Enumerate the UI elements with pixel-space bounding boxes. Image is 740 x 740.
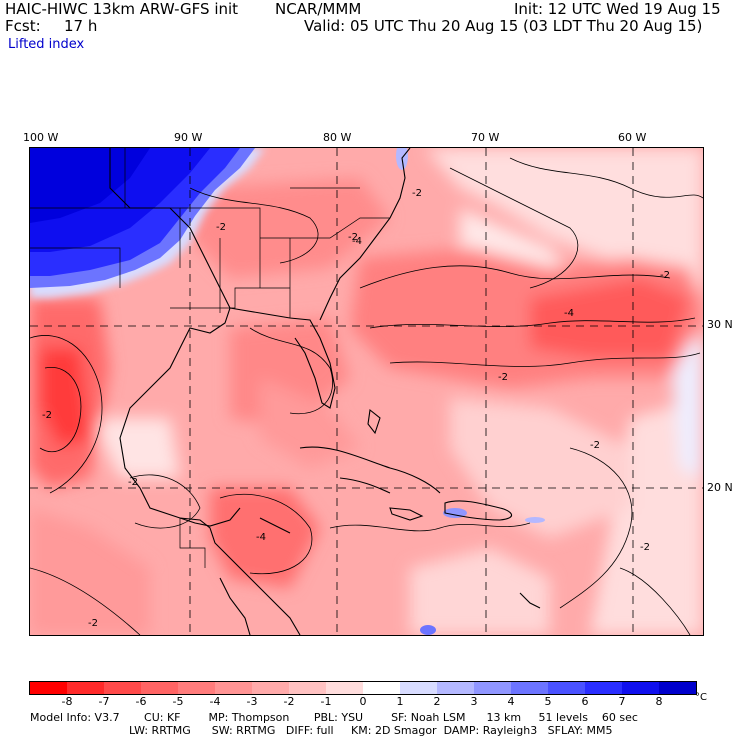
colorbar-swatch	[363, 682, 400, 694]
colorbar-swatch	[178, 682, 215, 694]
contour-label: -2	[128, 477, 138, 488]
contour-value-labels: -2 -2 -2 -2 -4 -4 -4 -2 -2 -2 -2 -2 -2	[42, 188, 670, 629]
colorbar-tick-label: -3	[246, 695, 258, 708]
contour-lines	[30, 157, 703, 635]
colorbar-tick-label: -6	[135, 695, 147, 708]
colorbar-swatch	[252, 682, 289, 694]
colorbar-tick-label: -7	[98, 695, 110, 708]
colorbar-swatch	[104, 682, 141, 694]
contour-label: -2	[498, 372, 508, 383]
model-title: HAIC-HIWC 13km ARW-GFS init	[5, 0, 239, 18]
colorbar-tick-label: 0	[359, 695, 367, 708]
colorbar-tick-label: 5	[544, 695, 552, 708]
blue-spot	[525, 517, 545, 523]
lon-label-90w: 90 W	[174, 131, 203, 144]
field-name: Lifted index	[8, 37, 85, 52]
contour-label: -2	[660, 270, 670, 281]
colorbar-tick-label: 4	[507, 695, 515, 708]
blue-spot	[420, 625, 436, 635]
colorbar-tick-label: -2	[283, 695, 295, 708]
colorbar-swatch	[659, 682, 696, 694]
contour-label: -4	[352, 236, 362, 247]
model-info-line-1: Model Info: V3.7 CU: KF MP: Thompson PBL…	[30, 711, 638, 724]
lon-label-60w: 60 W	[618, 131, 647, 144]
colorbar-swatch	[289, 682, 326, 694]
graticule	[30, 148, 703, 635]
colorbar-tick-label: 1	[396, 695, 404, 708]
contour-label: -4	[256, 532, 266, 543]
colorbar-swatch	[474, 682, 511, 694]
contour-label: -4	[564, 308, 574, 319]
stable-air-region	[30, 148, 265, 298]
colorbar-tick-label: -1	[320, 695, 332, 708]
colorbar-swatch	[215, 682, 252, 694]
map-canvas: -2 -2 -2 -2 -4 -4 -4 -2 -2 -2 -2 -2 -2	[30, 148, 703, 635]
colorbar-swatch	[622, 682, 659, 694]
coastlines	[109, 148, 541, 635]
lat-label-20n: 20 N	[707, 481, 733, 494]
colorbar-swatch	[67, 682, 104, 694]
colorbar-tick-label: 6	[581, 695, 589, 708]
colorbar-tick-label: -8	[61, 695, 73, 708]
contour-label: -2	[348, 232, 358, 243]
lon-label-70w: 70 W	[471, 131, 500, 144]
colorbar-unit: °C	[695, 692, 707, 703]
contour-label: -2	[216, 222, 226, 233]
contour-label: -2	[42, 410, 52, 421]
init-time: Init: 12 UTC Wed 19 Aug 15	[514, 0, 721, 18]
colorbar-tick-label: 2	[433, 695, 441, 708]
colorbar-swatch	[437, 682, 474, 694]
contour-label: -2	[590, 440, 600, 451]
valid-time: Valid: 05 UTC Thu 20 Aug 15 (03 LDT Thu …	[304, 17, 703, 35]
political-boundaries	[30, 148, 390, 568]
forecast-label: Fcst:	[5, 17, 41, 35]
colorbar-swatch	[141, 682, 178, 694]
colorbar-swatch	[585, 682, 622, 694]
colorbar-tick-label: 8	[655, 695, 663, 708]
contour-label: -2	[88, 618, 98, 629]
forecast-hour: 17 h	[64, 17, 98, 35]
colorbar-tick-label: -5	[172, 695, 184, 708]
model-info-line-2: LW: RRTMG SW: RRTMG DIFF: full KM: 2D Sm…	[129, 724, 613, 737]
organization: NCAR/MMM	[275, 0, 362, 18]
colorbar-tick-label: 7	[618, 695, 626, 708]
colorbar-swatch	[30, 682, 67, 694]
colorbar-swatch	[511, 682, 548, 694]
colorbar	[29, 681, 697, 695]
contour-label: -2	[412, 188, 422, 199]
colorbar-swatch	[326, 682, 363, 694]
contour-label: -2	[640, 542, 650, 553]
lon-label-100w: 100 W	[23, 131, 59, 144]
lon-label-80w: 80 W	[323, 131, 352, 144]
colorbar-tick-label: -4	[209, 695, 221, 708]
field-shading	[30, 148, 703, 635]
colorbar-swatch	[400, 682, 437, 694]
colorbar-tick-label: 3	[470, 695, 478, 708]
colorbar-swatch	[548, 682, 585, 694]
lifted-index-map: -2 -2 -2 -2 -4 -4 -4 -2 -2 -2 -2 -2 -2	[29, 147, 704, 636]
lat-label-30n: 30 N	[707, 318, 733, 331]
